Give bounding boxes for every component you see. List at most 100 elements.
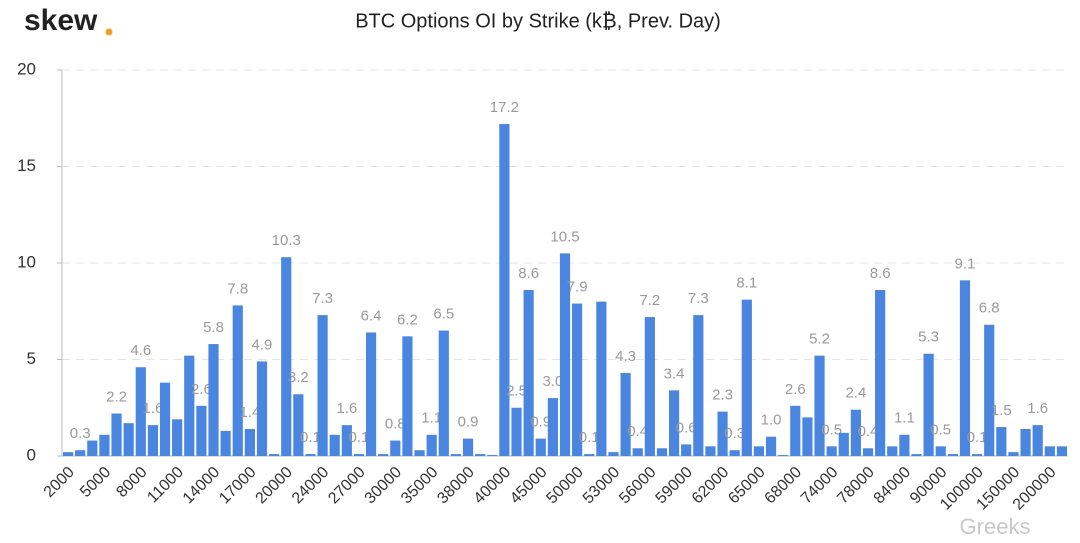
bar [293,394,304,456]
data-label: 5.3 [918,329,939,346]
bar [875,290,886,456]
bar [1056,446,1068,456]
bar [184,355,195,456]
bar [850,409,861,456]
bar [147,425,158,456]
x-tick-label: 74000 [798,464,842,508]
bar [353,454,365,456]
bar [172,419,183,456]
bar [790,405,801,456]
data-label: 3.2 [288,369,309,386]
data-label: 1.4 [239,404,260,421]
bar [717,411,728,456]
bar [547,398,558,456]
data-label: 5.2 [809,331,830,348]
data-label: 2.3 [712,387,733,404]
data-label: 0.1 [967,429,988,446]
bar [1032,425,1043,456]
bar [438,330,449,456]
bar [317,315,328,456]
data-label: 4.9 [252,336,273,353]
watermark: Greeks [960,514,1031,539]
bar [765,436,777,456]
data-label: 0.1 [579,429,600,446]
logo-dot [105,28,113,36]
x-tick-label: 84000 [871,464,915,508]
data-label: 3.0 [542,373,563,390]
bar [693,315,704,456]
data-label: 4.6 [130,342,151,359]
data-label: 0.3 [724,425,745,442]
x-tick-label: 17000 [216,464,260,508]
x-tick-label: 50000 [543,464,587,508]
bar [390,440,401,456]
bar [535,438,546,456]
bar [232,305,243,456]
data-label: 1.1 [894,410,915,427]
x-tick-label: 20000 [253,464,297,508]
data-label: 8.1 [736,275,757,292]
bar [802,417,813,456]
data-label: 0.3 [70,425,91,442]
bar [632,448,643,456]
bar [1020,428,1031,456]
data-label: 0.5 [821,421,842,438]
bar [862,448,874,456]
bar [523,290,534,456]
bar [487,455,498,456]
data-label: 2.2 [106,389,127,406]
bar [305,454,316,456]
x-tick-label: 2000 [41,464,78,501]
bar [826,446,837,456]
data-label: 2.5 [506,383,527,400]
x-tick-label: 78000 [834,464,878,508]
data-label: 8.6 [518,265,539,282]
bar [220,430,231,456]
y-tick-label: 20 [17,59,36,78]
bar [402,336,413,456]
bar [450,454,462,456]
data-label: 3.4 [664,365,685,382]
bar [778,455,789,456]
bar [269,454,280,456]
y-tick-label: 15 [17,156,36,175]
data-label: 1.6 [1027,400,1048,417]
bar [984,324,995,456]
x-tick-label: 45000 [507,464,551,508]
bar [244,428,255,456]
bar [414,450,425,456]
bar [838,432,849,456]
bar [705,446,716,456]
data-label: 7.3 [688,290,709,307]
x-tick-label: 14000 [180,464,224,508]
data-label: 1.5 [991,402,1012,419]
data-label: 17.2 [490,99,519,116]
bar [668,390,680,456]
data-label: 6.4 [361,307,382,324]
y-tick-label: 5 [27,349,36,368]
bar [341,425,352,456]
bar [511,407,522,456]
data-label: 0.4 [858,423,879,440]
bar [729,450,740,456]
logo: skew [24,4,98,37]
bar [681,444,692,456]
bar [256,361,268,456]
bar [559,253,571,456]
data-label: 6.8 [979,300,1000,317]
bar [596,301,607,456]
data-label: 7.8 [227,280,248,297]
bar [281,257,292,456]
bar [814,355,825,456]
bar [87,440,98,456]
bar [365,332,377,456]
data-label: 6.5 [433,306,454,323]
bar [935,446,946,456]
bar [462,438,474,456]
bar [572,303,583,456]
x-tick-label: 68000 [762,464,806,508]
bar [911,454,922,456]
x-tick-label: 59000 [653,464,697,508]
data-label: 0.6 [676,419,697,436]
